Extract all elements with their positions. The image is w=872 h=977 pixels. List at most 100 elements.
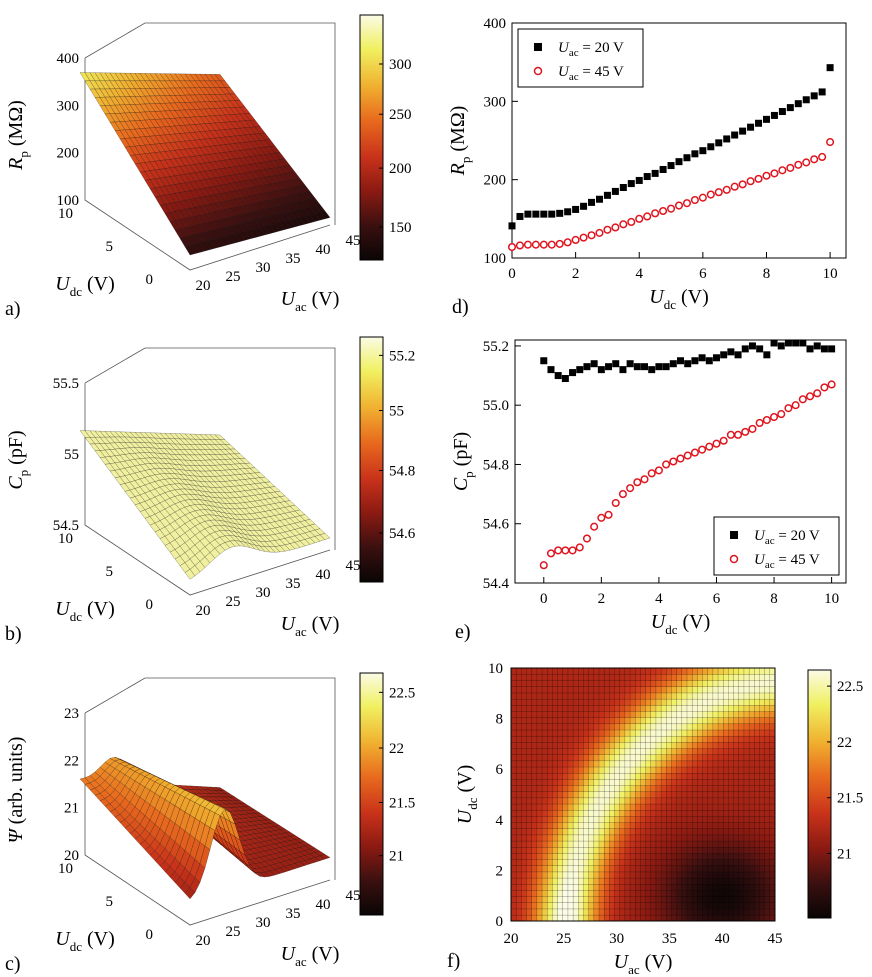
heatmap-cell — [593, 914, 600, 922]
series-20V — [508, 64, 834, 230]
heatmap-cell — [547, 840, 553, 848]
x-tick-label: 35 — [662, 931, 677, 947]
data-point — [597, 366, 605, 374]
heatmap-cell — [510, 717, 517, 725]
heatmap-cell — [738, 822, 745, 829]
heatmap-cell — [681, 803, 688, 811]
heatmap-cell — [676, 877, 683, 885]
heatmap-cell — [510, 710, 517, 718]
heatmap-cell — [536, 822, 543, 829]
heatmap-cell — [593, 741, 600, 749]
heatmap-cell — [686, 760, 693, 768]
heatmap-cell — [562, 852, 569, 860]
data-point — [595, 228, 604, 237]
heatmap-cell — [723, 834, 729, 842]
heatmap-cell — [754, 686, 760, 694]
heatmap-cell — [707, 877, 714, 885]
heatmap-cell — [759, 735, 766, 743]
heatmap-cell — [697, 680, 704, 688]
heatmap-cell — [562, 698, 569, 706]
heatmap-cell — [562, 859, 569, 866]
heatmap-cell — [572, 896, 579, 903]
heatmap-cell — [567, 692, 574, 700]
heatmap-cell — [510, 803, 517, 811]
colorbar-tick-label: 21 — [837, 847, 852, 863]
heatmap-cell — [526, 803, 533, 811]
heatmap-cell — [702, 828, 709, 836]
x-tick-label: 20 — [504, 931, 519, 947]
heatmap-cell — [552, 908, 559, 916]
heatmap-cell — [609, 828, 616, 836]
heatmap-cell — [531, 852, 538, 860]
heatmap-cell — [583, 815, 590, 823]
heatmap-cell — [614, 883, 621, 891]
heatmap-cell — [593, 778, 600, 786]
heatmap-cell — [697, 865, 704, 873]
heatmap-cell — [619, 859, 626, 866]
heatmap-cell — [572, 741, 579, 749]
heatmap-cell — [572, 680, 579, 688]
heatmap-cell — [593, 686, 600, 694]
heatmap-cell — [515, 692, 522, 700]
heatmap-cell — [619, 754, 626, 762]
heatmap-cell — [562, 760, 569, 768]
heatmap-cell — [557, 692, 564, 700]
heatmap-cell — [640, 772, 647, 780]
data-point — [626, 484, 635, 493]
heatmap-cell — [764, 698, 771, 706]
heatmap-cell — [702, 902, 709, 910]
data-point — [662, 363, 670, 371]
heatmap-cell — [640, 914, 647, 922]
heatmap-cell — [557, 896, 564, 903]
heatmap-cell — [552, 741, 559, 749]
heatmap-cell — [666, 865, 672, 873]
heatmap-cell — [624, 748, 631, 755]
heatmap-cell — [676, 809, 683, 817]
heatmap-cell — [748, 723, 755, 731]
heatmap-cell — [510, 686, 517, 694]
heatmap-cell — [645, 902, 652, 910]
data-point — [690, 448, 699, 457]
heatmap-cell — [671, 896, 678, 903]
heatmap-cell — [603, 748, 610, 755]
heatmap-cell — [691, 791, 698, 799]
heatmap-cell — [603, 865, 610, 873]
heatmap-cell — [583, 822, 590, 829]
heatmap-cell — [572, 797, 579, 805]
heatmap-cell — [619, 766, 626, 774]
heatmap-cell — [666, 914, 672, 922]
heatmap-cell — [702, 754, 709, 762]
data-point — [547, 240, 556, 249]
heatmap-cell — [557, 785, 564, 792]
heatmap-cell — [609, 840, 616, 848]
heatmap-cell — [547, 772, 553, 780]
heatmap-cell — [515, 871, 522, 879]
heatmap-cell — [552, 828, 559, 836]
heatmap-cell — [769, 766, 776, 774]
plot-frame — [510, 667, 776, 922]
data-point — [778, 108, 786, 116]
heatmap-cell — [629, 760, 636, 768]
heatmap-cell — [676, 896, 683, 903]
heatmap-cell — [764, 692, 771, 700]
heatmap-cell — [764, 785, 771, 792]
heatmap-cell — [748, 760, 755, 768]
heatmap-cell — [531, 717, 538, 725]
heatmap-cell — [748, 797, 755, 805]
heatmap-cell — [666, 698, 672, 706]
ac-tick-label: 20 — [196, 933, 211, 949]
heatmap-cell — [562, 673, 569, 681]
heatmap-cell — [567, 877, 574, 885]
heatmap-cell — [754, 822, 760, 829]
heatmap-cell — [754, 883, 760, 891]
heatmap-cell — [619, 908, 626, 916]
heatmap-cell — [728, 754, 735, 762]
heatmap-cell — [609, 723, 616, 731]
heatmap-cell — [547, 710, 553, 718]
heatmap-cell — [515, 754, 522, 762]
heatmap-cell — [660, 772, 667, 780]
heatmap-cell — [754, 902, 760, 910]
colorbar-tick-label: 55.2 — [389, 348, 415, 364]
heatmap-cell — [655, 717, 662, 725]
